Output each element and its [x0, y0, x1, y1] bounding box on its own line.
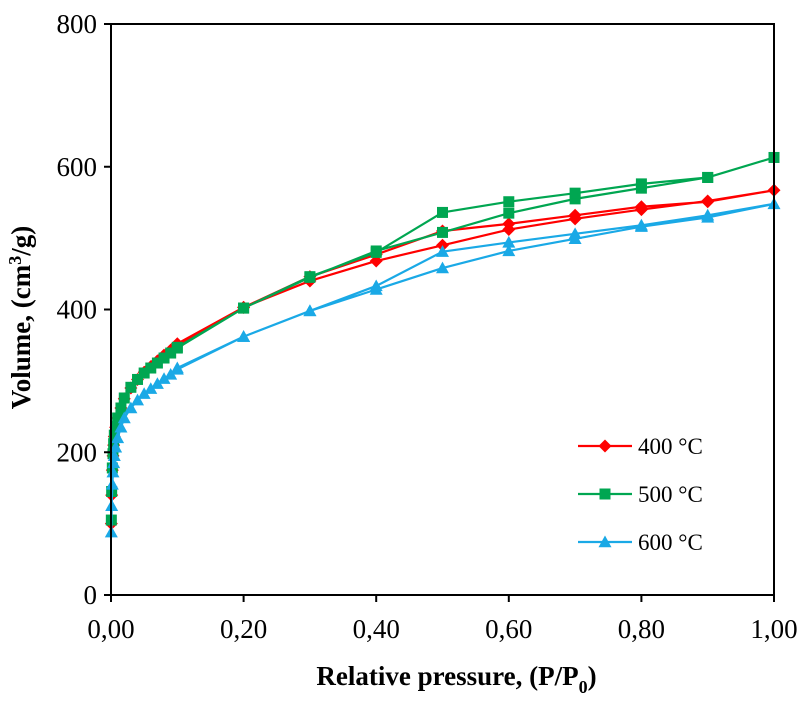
legend-item: 600 °C: [578, 530, 703, 555]
legend-item: 400 °C: [578, 434, 703, 459]
data-point-marker: [437, 206, 448, 218]
data-point-marker: [109, 440, 123, 453]
data-point-marker: [131, 393, 145, 406]
y-tick-label: 200: [57, 437, 98, 467]
data-point-marker: [124, 401, 138, 414]
data-point-marker: [110, 421, 122, 433]
legend: 400 °C 500 °C 600 °C: [578, 434, 703, 555]
data-point-marker: [634, 200, 648, 214]
data-point-marker: [111, 431, 125, 444]
y-tick-label: 600: [57, 152, 98, 182]
x-tick-label: 0,80: [618, 614, 665, 644]
data-point-marker: [164, 367, 178, 380]
data-point-marker: [165, 347, 177, 359]
data-point-marker: [635, 178, 647, 190]
legend-label: 600 °C: [638, 530, 703, 555]
data-point-marker: [502, 244, 516, 257]
series-layer: [104, 151, 781, 538]
legend-item: 500 °C: [578, 482, 703, 507]
data-point-marker: [598, 535, 612, 548]
data-point-marker: [114, 420, 128, 433]
legend-label: 500 °C: [638, 482, 703, 507]
data-point-marker: [118, 392, 130, 404]
data-point-marker: [115, 402, 127, 414]
data-point-marker: [117, 411, 131, 424]
data-point-marker: [106, 465, 120, 478]
data-point-marker: [138, 367, 150, 379]
data-point-marker: [502, 217, 516, 231]
data-point-marker: [304, 271, 316, 283]
data-point-marker: [151, 357, 163, 369]
data-point-marker: [503, 207, 515, 219]
x-tick-label: 1,00: [750, 614, 797, 644]
data-point-marker: [568, 227, 582, 240]
y-tick-label: 800: [57, 9, 98, 39]
data-point-marker: [701, 208, 715, 221]
x-tick-label: 0,20: [220, 614, 267, 644]
plot-area-frame: [110, 23, 775, 596]
data-point-marker: [137, 387, 151, 399]
y-tick-label: 400: [57, 295, 98, 325]
data-point-marker: [598, 439, 612, 453]
data-point-marker: [105, 477, 119, 490]
x-tick-label: 0,60: [485, 614, 532, 644]
x-axis-title: Relative pressure, (P/P0): [316, 661, 596, 697]
data-point-marker: [125, 381, 137, 393]
data-point-marker: [157, 372, 171, 384]
data-point-marker: [171, 341, 183, 353]
x-tick-label: 0,00: [87, 614, 134, 644]
data-point-marker: [569, 193, 581, 205]
data-point-marker: [108, 438, 120, 450]
data-point-marker: [303, 304, 317, 317]
data-point-marker: [503, 196, 515, 208]
data-point-marker: [436, 245, 449, 257]
data-point-marker: [144, 382, 158, 394]
data-point-marker: [599, 488, 611, 500]
y-tick-label: 0: [84, 580, 98, 610]
data-point-marker: [150, 377, 164, 389]
y-axis-title: Volume, (cm3/g): [5, 226, 36, 409]
data-point-marker: [158, 352, 170, 364]
data-point-marker: [369, 279, 383, 292]
data-point-marker: [437, 226, 448, 238]
data-point-marker: [502, 235, 516, 248]
data-point-marker: [238, 302, 250, 314]
legend-label: 400 °C: [638, 434, 703, 459]
data-point-marker: [634, 218, 648, 231]
data-point-marker: [132, 373, 144, 385]
data-point-marker: [170, 361, 184, 374]
data-point-marker: [702, 171, 714, 183]
x-tick-label: 0,40: [353, 614, 400, 644]
axis-ticks: 0,00 0,20 0,40 0,60 0,80 1,00 0 200 400 600 800: [57, 9, 798, 644]
data-point-marker: [108, 429, 120, 441]
data-point-marker: [145, 362, 157, 374]
data-point-marker: [701, 195, 715, 209]
data-point-marker: [569, 187, 581, 199]
data-point-marker: [568, 208, 582, 222]
series-2: [105, 151, 780, 526]
data-point-marker: [370, 246, 382, 258]
data-point-marker: [112, 412, 124, 424]
data-point-marker: [237, 330, 251, 342]
data-point-marker: [436, 261, 449, 274]
